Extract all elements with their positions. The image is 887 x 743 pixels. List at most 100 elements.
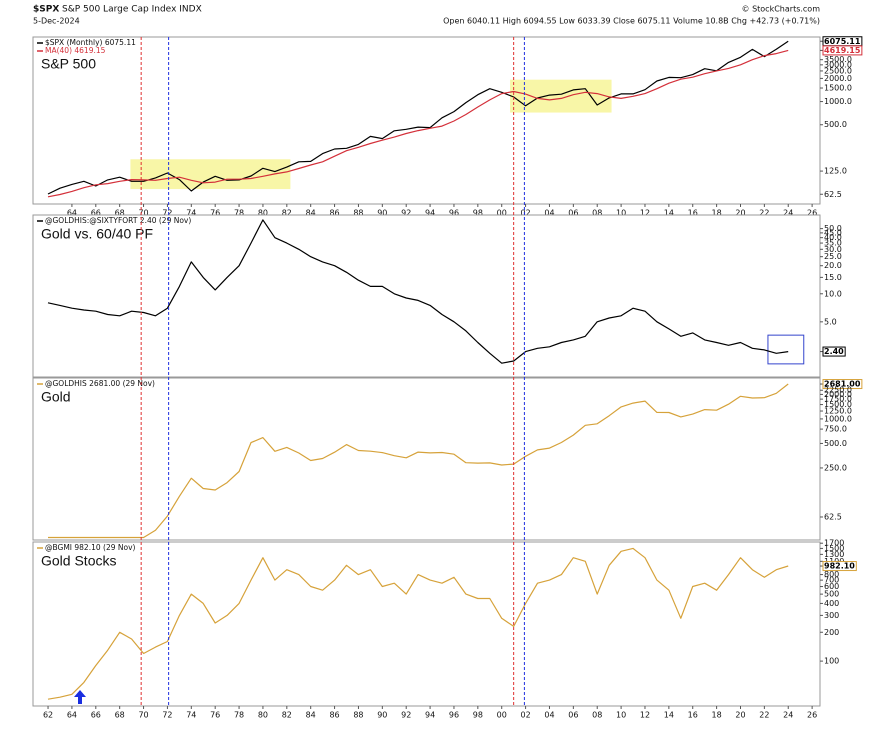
x-tick-label: 26 <box>807 711 817 720</box>
y-tick-label: 750.0 <box>824 425 847 434</box>
x-tick-label: 02 <box>520 711 530 720</box>
series-line <box>47 547 789 700</box>
x-tick-label: 04 <box>544 711 554 720</box>
x-tick-label: 00 <box>497 711 507 720</box>
x-tick-label: 94 <box>425 209 435 218</box>
y-tick-label: 700 <box>824 576 839 585</box>
x-tick-label: 94 <box>425 711 435 720</box>
y-tick-label: 982.10 <box>824 562 855 571</box>
x-tick-label: 24 <box>783 209 793 218</box>
x-tick-label: 86 <box>329 209 339 218</box>
y-tick-label: 10.0 <box>824 289 842 298</box>
series-line <box>47 40 789 195</box>
panel-label: Gold Stocks <box>41 553 116 569</box>
y-tick-label: 1500.0 <box>824 84 852 93</box>
x-tick-label: 10 <box>616 209 626 218</box>
y-tick-label: 62.5 <box>824 512 842 521</box>
x-tick-label: 88 <box>353 209 363 218</box>
series-line <box>47 219 789 364</box>
x-tick-label: 14 <box>664 711 674 720</box>
x-tick-label: 74 <box>186 711 196 720</box>
value-box <box>822 379 863 390</box>
y-tick-label: 250.0 <box>824 463 847 472</box>
x-tick-label: 72 <box>162 711 172 720</box>
x-tick-label: 98 <box>473 711 483 720</box>
value-box <box>822 346 846 357</box>
x-tick-label: 84 <box>306 711 316 720</box>
x-tick-label: 90 <box>377 711 387 720</box>
y-tick-label: 125.0 <box>824 167 847 176</box>
x-tick-label: 06 <box>568 711 578 720</box>
x-tick-label: 18 <box>712 209 722 218</box>
x-tick-label: 08 <box>592 711 602 720</box>
chart-subtitle: S&P 500 Large Cap Index INDX <box>62 5 202 15</box>
x-tick-label: 80 <box>258 209 268 218</box>
x-tick-label: 78 <box>234 711 244 720</box>
x-tick-label: 68 <box>115 209 125 218</box>
y-tick-label: 1750.0 <box>824 395 852 404</box>
x-tick-label: 82 <box>282 711 292 720</box>
y-tick-label: 62.5 <box>824 190 842 199</box>
x-tick-label: 66 <box>91 711 101 720</box>
x-tick-label: 66 <box>91 209 101 218</box>
y-tick-label: 35.0 <box>824 239 842 248</box>
x-tick-label: 90 <box>377 209 387 218</box>
y-tick-label: 1000.0 <box>824 414 852 423</box>
y-tick-label: 2681.00 <box>824 380 861 389</box>
x-tick-label: 12 <box>640 711 650 720</box>
y-tick-label: 1000.0 <box>824 97 852 106</box>
x-tick-label: 08 <box>592 209 602 218</box>
x-tick-label: 82 <box>282 209 292 218</box>
x-tick-label: 80 <box>258 711 268 720</box>
y-tick-label: 600 <box>824 582 839 591</box>
x-tick-label: 18 <box>712 711 722 720</box>
y-tick-label: 2.40 <box>824 347 844 356</box>
y-tick-label: 20.0 <box>824 261 842 270</box>
value-box <box>822 561 857 572</box>
panel-frame <box>32 36 821 205</box>
x-tick-label: 84 <box>306 209 316 218</box>
panel-frame <box>32 214 821 378</box>
x-tick-label: 70 <box>138 209 148 218</box>
y-tick-label: 40.0 <box>824 233 842 242</box>
x-tick-label: 12 <box>640 209 650 218</box>
y-tick-label: 1700 <box>824 539 844 548</box>
y-tick-label: 50.0 <box>824 224 842 233</box>
y-tick-label: 400 <box>824 599 839 608</box>
x-tick-label: 16 <box>688 711 698 720</box>
x-tick-label: 02 <box>520 209 530 218</box>
x-tick-label: 76 <box>210 209 220 218</box>
y-tick-label: 3500.0 <box>824 55 852 64</box>
y-tick-label: 1300 <box>824 550 844 559</box>
x-tick-label: 86 <box>329 711 339 720</box>
legend-label: @GOLDHIS 2681.00 (29 Nov) <box>45 379 155 388</box>
x-tick-label: 88 <box>353 711 363 720</box>
legend-label: MA(40) 4619.15 <box>45 46 106 55</box>
highlight-box <box>130 159 291 190</box>
y-tick-label: 45.0 <box>824 228 842 237</box>
x-tick-label: 68 <box>115 711 125 720</box>
y-tick-label: 2000.0 <box>824 390 852 399</box>
legend-label: @BGMI 982.10 (29 Nov) <box>45 543 136 552</box>
legend-label: @GOLDHIS:@SIXTYFORT 2.40 (29 Nov) <box>45 216 191 225</box>
series-line <box>48 383 789 539</box>
x-tick-label: 22 <box>759 711 769 720</box>
arrow <box>74 690 86 704</box>
x-tick-label: 06 <box>568 209 578 218</box>
y-tick-label: 30.0 <box>824 245 842 254</box>
x-tick-label: 22 <box>759 209 769 218</box>
x-tick-label: 78 <box>234 209 244 218</box>
y-tick-label: 6075.11 <box>824 37 861 46</box>
x-tick-label: 04 <box>544 209 554 218</box>
y-tick-label: 2500.0 <box>824 66 852 75</box>
quote: Open 6040.11 High 6094.55 Low 6033.39 Cl… <box>443 17 820 26</box>
legend-label: $SPX (Monthly) 6075.11 <box>45 38 136 47</box>
x-tick-label: 24 <box>783 711 793 720</box>
x-tick-label: 70 <box>138 711 148 720</box>
y-tick-label: 3000.0 <box>824 60 852 69</box>
panel-frame <box>32 377 821 541</box>
x-tick-label: 10 <box>616 711 626 720</box>
panel-label: Gold vs. 60/40 PF <box>41 226 153 242</box>
x-tick-label: 20 <box>735 209 745 218</box>
x-tick-label: 26 <box>807 209 817 218</box>
